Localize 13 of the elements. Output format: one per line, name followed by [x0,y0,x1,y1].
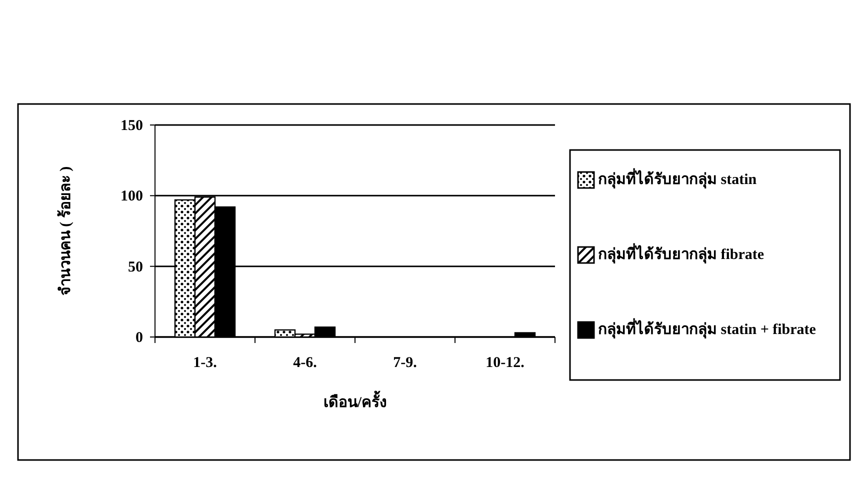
x-tick-label: 7-9. [393,355,418,371]
y-tick-label: 150 [120,118,143,134]
y-axis-title: จำนวนคน ( ร้อยละ ) [57,166,74,296]
x-tick-label: 4-6. [293,355,318,371]
x-tick-label: 1-3. [193,355,218,371]
x-axis-title: เดือน/ครั้ง [323,390,387,411]
legend-label: กลุ่มที่ได้รับยากลุ่ม statin + fibrate [598,317,817,340]
y-tick-label: 0 [136,330,143,346]
legend-label: กลุ่มที่ได้รับยากลุ่ม statin [598,167,758,190]
x-tick-label: 10-12. [486,355,525,371]
y-tick-label: 100 [120,188,143,205]
legend-label: กลุ่มที่ได้รับยากลุ่ม fibrate [598,242,766,266]
y-tick-label: 50 [128,259,143,276]
